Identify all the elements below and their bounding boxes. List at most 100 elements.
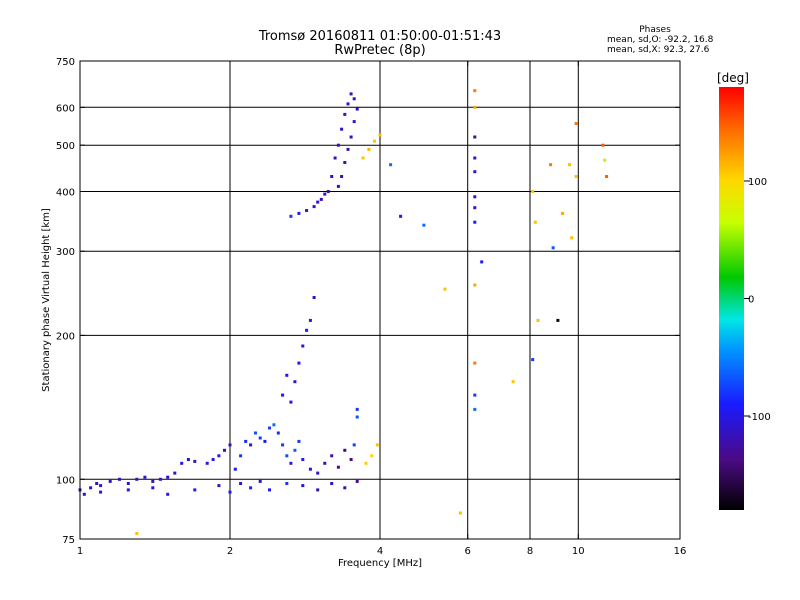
y-tick-label: 200 — [56, 331, 75, 342]
data-point — [340, 127, 344, 131]
data-point — [289, 400, 293, 404]
data-point — [473, 361, 477, 365]
data-point — [305, 209, 309, 212]
data-point — [193, 488, 197, 492]
data-point — [297, 211, 301, 215]
data-point — [151, 486, 155, 490]
data-point — [285, 373, 289, 377]
data-point — [281, 393, 285, 397]
colorbar-tick-label: 100 — [748, 177, 767, 188]
data-point — [378, 133, 382, 137]
x-tick-label: 8 — [527, 546, 533, 557]
phases-x-stats: mean, sd,X: 92.3, 27.6 — [607, 45, 710, 55]
data-point — [473, 156, 477, 160]
data-point — [367, 147, 371, 151]
data-point — [217, 454, 221, 458]
data-point — [355, 415, 359, 419]
data-point — [326, 190, 330, 193]
x-axis-label: Frequency [MHz] — [338, 558, 422, 569]
data-point — [289, 461, 293, 465]
y-tick-label: 400 — [56, 187, 75, 198]
data-point — [333, 156, 337, 160]
data-point — [254, 431, 257, 435]
phases-o-stats: mean, sd,O: -92.2, 16.8 — [607, 35, 714, 45]
data-point — [217, 484, 221, 488]
data-point — [349, 92, 353, 96]
colorbar-tick-label: -100 — [748, 412, 771, 423]
data-point — [399, 214, 403, 218]
data-point — [349, 135, 353, 139]
data-point — [568, 163, 571, 167]
data-point — [135, 477, 139, 481]
chart-title: Tromsø 20160811 01:50:00-01:51:43 — [258, 29, 501, 44]
data-point — [249, 443, 253, 447]
data-point — [223, 448, 226, 452]
data-point — [336, 465, 340, 469]
data-point — [126, 488, 130, 492]
data-point — [375, 443, 379, 447]
data-point — [268, 426, 271, 430]
data-point — [158, 477, 162, 481]
data-point — [312, 205, 316, 209]
data-point — [343, 112, 347, 116]
data-point — [443, 287, 447, 291]
data-point — [173, 471, 177, 475]
chart-subtitle: RwPretec (8p) — [334, 43, 425, 58]
y-tick-label: 500 — [56, 141, 75, 152]
data-point — [343, 448, 347, 452]
data-point — [268, 488, 271, 492]
data-point — [605, 175, 609, 178]
data-point — [95, 482, 99, 485]
data-point — [556, 318, 560, 322]
data-point — [312, 296, 316, 299]
data-point — [316, 488, 320, 492]
data-point — [551, 246, 555, 250]
data-point — [293, 448, 297, 452]
data-point — [340, 175, 344, 178]
data-point — [549, 163, 553, 167]
x-tick-label: 16 — [674, 546, 687, 557]
data-point — [473, 170, 477, 174]
data-point — [293, 380, 297, 384]
data-point — [319, 197, 323, 201]
data-point — [373, 139, 376, 143]
data-point — [205, 461, 209, 465]
data-point — [239, 454, 243, 458]
axis-ticks: 1 2 4 6 8 10 16 75 100 200 300 400 500 600 750 — [56, 57, 686, 557]
data-point — [511, 380, 515, 384]
y-tick-label: 300 — [56, 247, 75, 258]
data-point — [108, 479, 112, 483]
data-point — [364, 461, 368, 465]
data-point — [370, 454, 374, 458]
data-point — [473, 220, 477, 224]
data-point — [316, 200, 320, 204]
y-tick-label: 750 — [56, 57, 75, 68]
data-point — [301, 458, 305, 461]
data-point — [258, 479, 262, 483]
data-point — [330, 454, 334, 458]
data-point — [346, 147, 350, 151]
data-point — [330, 175, 334, 178]
data-point — [166, 492, 170, 496]
data-point — [285, 454, 289, 458]
x-tick-label: 4 — [377, 546, 383, 557]
data-point — [349, 458, 353, 461]
data-point — [389, 163, 393, 167]
phases-heading: Phases — [639, 25, 671, 35]
data-point — [574, 175, 578, 178]
data-point — [289, 214, 293, 218]
data-point — [473, 206, 477, 210]
data-point — [297, 361, 301, 365]
data-point — [143, 475, 147, 479]
data-point — [561, 211, 565, 215]
data-point — [343, 161, 347, 164]
x-tick-label: 6 — [465, 546, 471, 557]
data-point — [473, 407, 477, 411]
data-point — [276, 431, 280, 435]
data-point — [285, 482, 289, 485]
data-point — [297, 439, 301, 443]
data-point — [352, 443, 356, 447]
data-point — [82, 492, 86, 496]
y-axis-label: Stationary phase Virtual Height [km] — [41, 208, 52, 392]
data-point — [603, 158, 607, 162]
